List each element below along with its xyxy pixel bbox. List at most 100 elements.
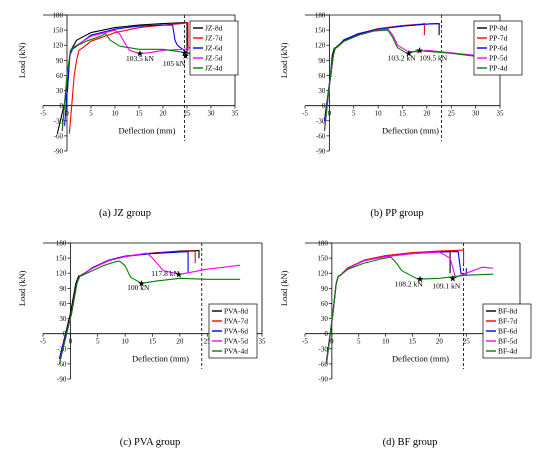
y-tick-label: 120 <box>53 42 64 50</box>
y-axis-label: Load (kN) <box>17 42 27 78</box>
x-tick-label: 35 <box>259 338 267 346</box>
x-tick-label: -5 <box>40 110 46 118</box>
legend-entry: JZ-7d <box>205 34 223 43</box>
annotation-label: 105 kN <box>163 59 186 68</box>
x-tick-label: 10 <box>122 338 130 346</box>
panel-caption: (a) JZ group <box>99 208 151 219</box>
x-tick-label: 10 <box>112 110 120 118</box>
x-axis-label: Deflection (mm) <box>382 126 439 136</box>
x-tick-label: 5 <box>96 338 100 346</box>
legend-entry: JZ-5d <box>205 54 223 63</box>
legend-entry: BF-7d <box>498 317 517 326</box>
series-line-PP-6d <box>323 23 440 121</box>
y-tick-label: 0 <box>60 102 64 110</box>
y-tick-label: -60 <box>319 360 329 368</box>
x-tick-label: 0 <box>65 110 69 118</box>
legend-entry: BF-4d <box>498 347 517 356</box>
y-tick-label: 150 <box>53 27 64 35</box>
x-tick-label: 35 <box>232 110 240 118</box>
x-tick-label: 10 <box>382 338 390 346</box>
y-tick-label: -90 <box>57 376 67 384</box>
x-tick-label: -5 <box>40 338 46 346</box>
annotation-label: 103.5 kN <box>126 54 155 63</box>
annotation-label: 100 kN <box>127 283 150 292</box>
y-axis-label: Load (kN) <box>279 270 289 306</box>
panel-caption: (d) BF group <box>383 437 438 448</box>
legend-entry: BF-6d <box>498 327 517 336</box>
legend-entry: BF-5d <box>498 337 517 346</box>
x-tick-label: 30 <box>472 110 480 118</box>
annotation-star-marker: ★ <box>449 274 457 284</box>
y-tick-label: 90 <box>59 285 67 293</box>
y-tick-label: -90 <box>319 376 329 384</box>
chart-panel-1: -5 0 5 10 15 20 25 30 35-90-60-30030609012015018… <box>17 12 239 220</box>
y-tick-label: -60 <box>57 360 67 368</box>
series-line-PP-8d <box>323 23 440 121</box>
y-tick-label: 60 <box>321 300 329 308</box>
x-tick-label: -5 <box>302 110 308 118</box>
legend-entry: JZ-6d <box>205 44 223 53</box>
y-tick-label: -30 <box>319 345 329 353</box>
y-tick-label: 150 <box>317 255 328 263</box>
x-tick-label: 35 <box>497 110 505 118</box>
x-tick-label: 5 <box>352 110 356 118</box>
annotation-label: 103.2 kN <box>388 53 417 62</box>
y-tick-label: 150 <box>315 27 326 35</box>
panel-caption: (c) PVA group <box>120 437 180 448</box>
y-tick-label: 30 <box>321 315 329 323</box>
x-tick-label: 30 <box>208 110 216 118</box>
x-tick-label: 20 <box>436 338 444 346</box>
x-tick-label: 20 <box>160 110 168 118</box>
annotation-label: 108.2 kN <box>395 279 424 288</box>
y-tick-label: 180 <box>315 12 326 20</box>
panel-caption: (b) PP group <box>370 208 423 219</box>
y-tick-label: -60 <box>316 132 326 140</box>
y-tick-label: 60 <box>318 72 326 80</box>
y-tick-label: 30 <box>318 87 326 95</box>
x-tick-label: 0 <box>69 338 73 346</box>
x-tick-label: 25 <box>184 110 192 118</box>
y-tick-label: 90 <box>318 57 326 65</box>
annotation-star-marker: ★ <box>182 51 190 61</box>
y-tick-label: 180 <box>317 240 328 248</box>
legend-entry: JZ-8d <box>205 24 223 33</box>
y-tick-label: 150 <box>56 255 67 263</box>
series-line-JZ-4d <box>61 33 212 131</box>
x-tick-label: 15 <box>136 110 144 118</box>
y-tick-label: 30 <box>56 87 64 95</box>
legend-entry: PP-5d <box>489 54 508 63</box>
series-line-PP-7d <box>323 23 425 121</box>
legend-entry: PP-7d <box>489 34 508 43</box>
x-tick-label: 5 <box>89 110 93 118</box>
series-line-BF-7d <box>325 249 465 362</box>
chart-panel-2: -5 0 5 10 15 20 25 30 35-90-60-30030609012015018… <box>279 12 523 219</box>
annotation-star-marker: ★ <box>416 46 424 56</box>
y-tick-label: 180 <box>53 12 64 20</box>
y-axis-label: Load (kN) <box>17 270 27 306</box>
y-tick-label: -90 <box>54 148 64 156</box>
annotation-star-marker: ★ <box>416 274 424 284</box>
y-tick-label: 120 <box>56 270 67 278</box>
x-tick-label: 25 <box>204 338 212 346</box>
annotation-star-marker: ★ <box>136 49 144 59</box>
x-axis-label: Deflection (mm) <box>119 126 176 136</box>
series-line-PVA-4d <box>58 260 241 365</box>
y-tick-label: -30 <box>316 117 326 125</box>
x-tick-label: 15 <box>399 110 407 118</box>
x-tick-label: 20 <box>176 338 184 346</box>
series-line-BF-4d <box>325 256 494 364</box>
annotation-label: 117.8 kN <box>151 269 179 278</box>
y-tick-label: -60 <box>54 132 64 140</box>
x-tick-label: -5 <box>302 338 308 346</box>
y-tick-label: 60 <box>56 72 64 80</box>
x-tick-label: 15 <box>409 338 417 346</box>
series-line-PP-4d <box>323 29 476 131</box>
x-tick-label: 15 <box>149 338 157 346</box>
y-tick-label: 0 <box>322 102 326 110</box>
y-tick-label: 180 <box>56 240 67 248</box>
legend-entry: JZ-4d <box>205 64 223 73</box>
legend-entry: PVA-4d <box>224 347 248 356</box>
legend-entry: PVA-8d <box>224 307 248 316</box>
chart-panel-4: -505101520253035-90-60-30030609012015018… <box>279 240 532 448</box>
legend-entry: PP-8d <box>489 24 508 33</box>
